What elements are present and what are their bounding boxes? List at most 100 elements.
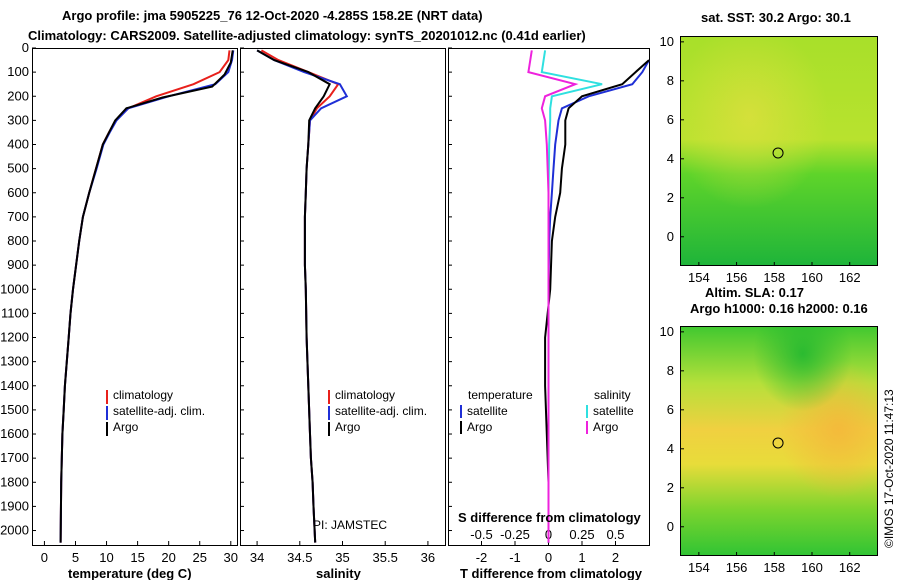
temperature-xlabel: temperature (deg C) [68,566,192,580]
imos-credit: ©IMOS 17-Oct-2020 11:47:13 [882,389,896,548]
depth-tick-label: 800 [7,233,29,248]
temperature-series [59,50,235,543]
map-x-tick-label: 160 [801,270,823,285]
depth-tick-label: 1500 [0,402,29,417]
legend-label-t-satellite: satellite [467,404,508,418]
map-x-tick-label: 154 [688,560,710,575]
x-tick-label: 5 [72,550,79,565]
series-climatology [260,49,340,543]
x-tick-label: 25 [192,550,206,565]
temperature-panel-frame [32,48,238,546]
x-tick-label: 1 [578,550,585,565]
map-y-tick-label: 10 [660,34,674,49]
difference-xlabel-top: S difference from climatology [458,510,642,525]
map-x-tick-label: 158 [763,560,785,575]
sla-map-title-line1: Altim. SLA: 0.17 [705,285,804,300]
map-y-tick-label: 8 [667,73,674,88]
temperature-x-ticks: 0 5 10 15 20 25 30 [41,541,238,565]
x-tick-label: -2 [476,550,488,565]
difference-legend: temperature salinity satellite Argo sate… [460,388,634,434]
sst-warm-patch [680,36,878,266]
map-x-tick-label: 162 [839,560,861,575]
map-y-tick-label: 4 [667,441,674,456]
series-s-argo [527,50,579,543]
s-diff-tick-label: -0.5 [470,527,492,542]
x-tick-label: 30 [224,550,238,565]
sla-argo-marker [772,437,784,449]
legend-label-satellite: satellite-adj. clim. [113,404,205,418]
sst-map-ticks: 154 156 158 160 162 0 2 4 6 8 10 [660,34,861,285]
legend-label-t-argo: Argo [467,420,493,434]
depth-tick-label: 1100 [1,305,29,320]
pi-annotation: PI: JAMSTEC [313,518,387,532]
salinity-panel-frame [240,48,446,546]
depth-tick-label: 100 [7,64,29,79]
depth-tick-label: 1800 [0,474,29,489]
series-t-satellite [547,59,650,543]
depth-tick-label: 300 [7,112,29,127]
map-y-tick-label: 0 [667,519,674,534]
series-satellite-adj-clim- [59,50,235,543]
legend-label-satellite: satellite-adj. clim. [335,404,427,418]
depth-tick-label: 1700 [0,450,29,465]
map-y-tick-label: 6 [667,402,674,417]
x-tick-label: 34.5 [287,550,312,565]
map-x-tick-label: 156 [726,270,748,285]
depth-axis: 0 100 200 300 400 500 600 700 800 900 1000 1100 1200… [0,40,452,538]
sst-map [680,36,878,266]
map-y-tick-label: 10 [660,324,674,339]
difference-series [527,50,650,543]
map-x-tick-label: 154 [688,270,710,285]
depth-tick-label: 700 [7,209,29,224]
sla-map-title-line2: Argo h1000: 0.16 h2000: 0.16 [690,301,868,316]
legend-title-temperature: temperature [468,388,533,402]
series-s-satellite [540,50,603,543]
depth-tick-label: 400 [7,137,29,152]
depth-tick-label: 1400 [0,378,29,393]
x-tick-label: 36 [421,550,435,565]
sst-argo-marker [772,147,784,159]
map-x-tick-label: 158 [763,270,785,285]
map-x-tick-label: 162 [839,270,861,285]
temperature-legend: climatology satellite-adj. clim. Argo [106,388,205,436]
depth-tick-label: 500 [7,161,29,176]
depth-tick-label: 1000 [0,281,29,296]
salinity-legend: climatology satellite-adj. clim. Argo [328,388,427,436]
salinity-series [256,49,349,543]
series-argo [256,49,332,543]
difference-xlabel: T difference from climatology [460,566,643,580]
salinity-xlabel: salinity [316,566,362,580]
map-y-tick-label: 2 [667,480,674,495]
series-climatology [59,50,231,543]
map-x-tick-label: 160 [801,560,823,575]
series-satellite-adj-clim- [256,49,349,543]
map-y-tick-label: 4 [667,151,674,166]
x-tick-label: 35 [335,550,349,565]
s-diff-tick-label: 0.25 [569,527,594,542]
legend-label-s-satellite: satellite [593,404,634,418]
series-argo [59,50,234,543]
depth-tick-label: 600 [7,185,29,200]
series-t-argo [544,59,650,543]
depth-tick-label: 900 [7,257,29,272]
depth-tick-label: 2000 [0,523,29,538]
depth-tick-label: 1200 [0,330,29,345]
map-y-tick-label: 2 [667,190,674,205]
x-tick-label: -1 [509,550,521,565]
x-tick-label: 35.5 [373,550,398,565]
depth-tick-label: 1900 [0,498,29,513]
depth-tick-label: 1300 [0,354,29,369]
depth-tick-label: 200 [7,88,29,103]
x-tick-label: 10 [99,550,113,565]
x-tick-label: 34 [250,550,264,565]
sla-map [680,326,878,556]
s-diff-tick-label: -0.25 [500,527,530,542]
sst-map-frame [680,36,878,266]
x-tick-label: 2 [612,550,619,565]
title-line2: Climatology: CARS2009. Satellite-adjuste… [28,28,586,43]
x-tick-label: 0 [41,550,48,565]
legend-label-argo: Argo [335,420,361,434]
map-x-tick-label: 156 [726,560,748,575]
map-y-tick-label: 6 [667,112,674,127]
